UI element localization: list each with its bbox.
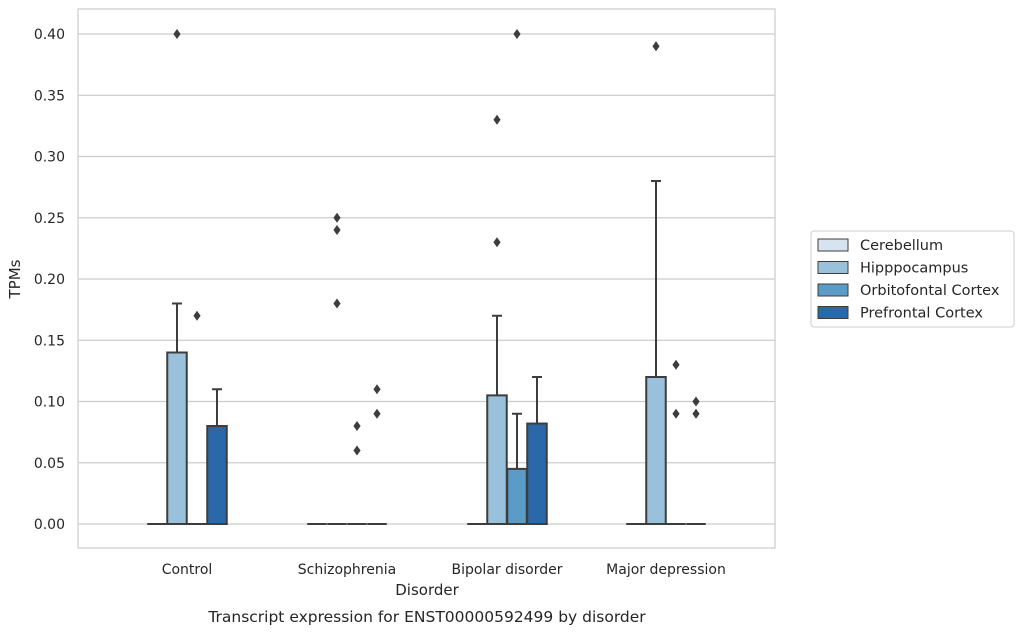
- box-orbitofontal-cortex: [506, 29, 528, 525]
- outlier-point: [493, 237, 501, 248]
- plot-frame: [77, 8, 776, 549]
- box-hipppocampus: [645, 41, 667, 525]
- y-tick-label: 0.10: [34, 395, 65, 411]
- outlier-point: [333, 298, 341, 309]
- outlier-point: [353, 445, 361, 456]
- outlier-point: [333, 225, 341, 235]
- box-orbitofontal-cortex: [666, 359, 686, 525]
- box-prefrontal-cortex: [686, 396, 706, 525]
- outlier-point: [652, 41, 660, 52]
- outlier-point: [333, 212, 341, 223]
- box-hipppocampus: [166, 29, 188, 525]
- y-tick-label: 0.15: [34, 333, 65, 349]
- box-body: [645, 376, 667, 525]
- box-prefrontal-cortex: [526, 376, 548, 525]
- x-tick-label: Schizophrenia: [298, 562, 396, 578]
- y-tick-label: 0.05: [34, 456, 65, 472]
- x-axis-label: Disorder: [395, 581, 459, 599]
- legend-label: Hipppocampus: [860, 261, 968, 277]
- box-body: [206, 425, 228, 525]
- outlier-point: [373, 408, 381, 419]
- outlier-point: [193, 310, 201, 321]
- chart-caption: Transcript expression for ENST0000059249…: [207, 608, 646, 626]
- outlier-point: [353, 421, 361, 431]
- box-body: [526, 422, 548, 525]
- outlier-point: [672, 359, 680, 370]
- y-tick-label: 0.40: [34, 27, 65, 43]
- legend-label: Prefrontal Cortex: [860, 306, 983, 322]
- x-tick-label: Major depression: [606, 562, 726, 578]
- legend-swatch: [817, 238, 849, 252]
- legend-swatch: [817, 306, 849, 319]
- y-tick-label: 0.20: [34, 272, 65, 288]
- box-prefrontal-cortex: [206, 388, 228, 525]
- outlier-point: [672, 408, 680, 419]
- legend: Cerebellum Hipppocampus Orbitofontal Corte…: [810, 230, 1015, 328]
- outlier-point: [692, 396, 700, 407]
- box-hipppocampus: [486, 114, 508, 525]
- y-tick-label: 0.30: [34, 150, 65, 166]
- box-body: [486, 394, 508, 525]
- outlier-point: [513, 29, 521, 39]
- box-body: [166, 351, 188, 525]
- x-tick-label: Control: [162, 562, 213, 578]
- box-hipppocampus: [327, 212, 347, 525]
- outlier-point: [173, 29, 181, 39]
- outlier-point: [493, 114, 501, 125]
- legend-swatch: [817, 261, 849, 274]
- legend-swatch: [817, 283, 849, 297]
- box-orbitofontal-cortex: [347, 421, 367, 525]
- x-tick-labels: Control Schizophrenia Bipolar disorder Majo…: [162, 562, 726, 578]
- outlier-point: [373, 384, 381, 395]
- box-prefrontal-cortex: [367, 384, 387, 525]
- y-axis-label: TPMs: [6, 259, 24, 299]
- y-tick-label: 0.00: [34, 517, 65, 533]
- legend-label: Orbitofontal Cortex: [860, 283, 1000, 299]
- box-groups: [147, 29, 706, 525]
- y-tick-label: 0.35: [34, 88, 65, 104]
- y-tick-label: 0.25: [34, 211, 65, 227]
- x-tick-label: Bipolar disorder: [451, 562, 562, 578]
- legend-frame: [810, 230, 1015, 328]
- legend-items: Cerebellum Hipppocampus Orbitofontal Corte…: [817, 238, 1000, 322]
- outlier-point: [692, 408, 700, 419]
- legend-label: Cerebellum: [860, 238, 943, 254]
- box-body: [506, 467, 528, 525]
- box-orbitofontal-cortex: [187, 310, 207, 525]
- y-tick-labels: 0.00 0.05 0.10 0.15 0.20 0.25 0.30 0.35 0.40: [34, 27, 65, 533]
